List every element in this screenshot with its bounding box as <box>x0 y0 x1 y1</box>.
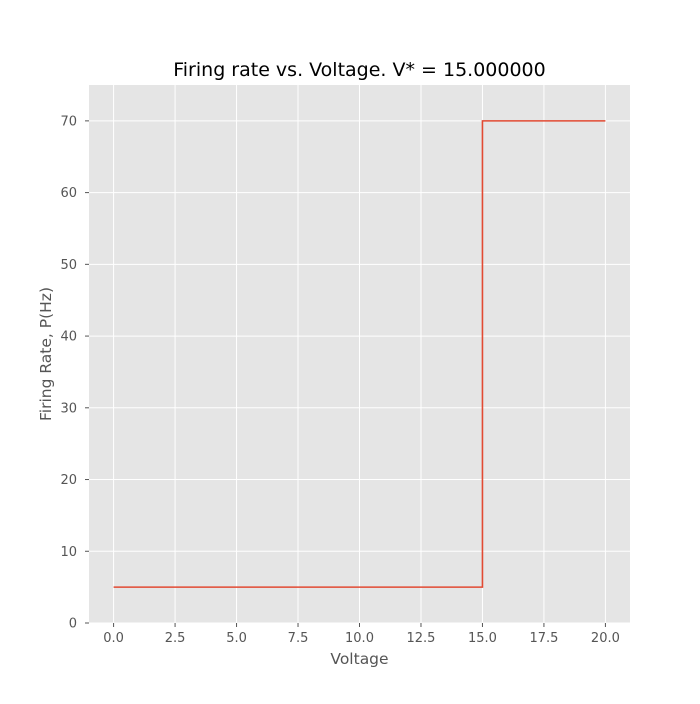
x-tick-label: 0.0 <box>103 631 124 646</box>
x-tick-label: 15.0 <box>468 631 497 646</box>
x-tick-label: 12.5 <box>407 631 436 646</box>
y-tick-label: 70 <box>60 114 77 129</box>
x-tick-label: 17.5 <box>529 631 558 646</box>
x-tick-label: 10.0 <box>345 631 374 646</box>
y-axis-label: Firing Rate, P(Hz) <box>37 287 55 421</box>
data-series <box>113 120 606 588</box>
y-tick-label: 60 <box>60 186 77 201</box>
x-axis-label: Voltage <box>330 650 388 668</box>
x-tick-label: 5.0 <box>226 631 247 646</box>
x-tick-label: 7.5 <box>288 631 309 646</box>
y-tick-label: 40 <box>60 330 77 345</box>
series-line <box>113 120 606 588</box>
y-tick-label: 0 <box>69 617 77 632</box>
y-tick-label: 20 <box>60 473 77 488</box>
y-tick-label: 10 <box>60 545 77 560</box>
y-axis-ticks: 0 10 20 30 40 50 60 70 <box>60 114 89 632</box>
x-tick-label: 20.0 <box>591 631 620 646</box>
y-tick-label: 50 <box>60 258 77 273</box>
chart-title: Firing rate vs. Voltage. V* = 15.000000 <box>173 59 546 81</box>
x-axis-ticks: 0.0 2.5 5.0 7.5 10.0 12.5 15.0 17.5 20.0 <box>103 623 620 646</box>
x-tick-label: 2.5 <box>165 631 186 646</box>
y-tick-label: 30 <box>60 401 77 416</box>
